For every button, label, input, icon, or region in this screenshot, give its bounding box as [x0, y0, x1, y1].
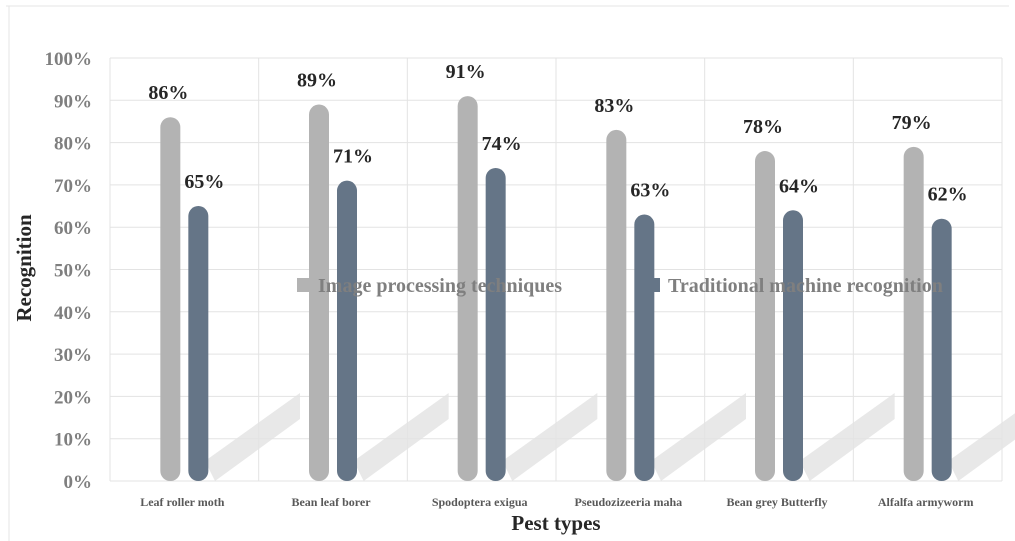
- shadow-stripe: [651, 393, 746, 481]
- y-tick-label: 20%: [54, 387, 92, 408]
- y-axis-title: Recognition: [12, 214, 36, 322]
- y-tick-label: 100%: [45, 49, 93, 70]
- data-label: 74%: [482, 133, 522, 155]
- bars: [160, 96, 952, 482]
- shadow-stripe: [205, 393, 300, 481]
- y-tick-label: 10%: [54, 430, 92, 451]
- y-tick-label: 50%: [54, 261, 92, 282]
- legend-label-traditional-machine: Traditional machine recognition: [668, 275, 943, 297]
- x-tick-label: Bean grey Butterfly: [726, 495, 827, 509]
- data-label: 83%: [594, 95, 634, 117]
- shadow-stripe: [948, 413, 1015, 481]
- data-label: 79%: [892, 112, 932, 134]
- data-label: 86%: [148, 82, 188, 104]
- background-shadows: [205, 393, 1015, 481]
- x-tick-label: Spodoptera exigua: [432, 495, 528, 509]
- y-tick-label: 80%: [54, 134, 92, 155]
- x-axis-ticks: Leaf roller moth Bean leaf borer Spodopter…: [140, 495, 973, 509]
- x-axis-title: Pest types: [511, 511, 600, 535]
- bar: [931, 218, 952, 482]
- shadow-stripe: [502, 393, 598, 481]
- bar: [309, 104, 329, 481]
- bar: [188, 206, 209, 482]
- y-tick-label: 40%: [54, 303, 92, 324]
- legend-swatch-image-processing: [297, 278, 310, 292]
- data-label: 62%: [928, 184, 968, 206]
- y-axis-ticks: 0% 10% 20% 30% 40% 50% 60% 70% 80% 90% 100%: [45, 49, 93, 493]
- bar: [337, 180, 357, 482]
- bar: [634, 214, 655, 481]
- shadow-stripe: [799, 393, 895, 481]
- data-label: 63%: [630, 180, 670, 202]
- x-tick-label: Leaf roller moth: [140, 495, 225, 509]
- legend-label-image-processing: Image processing techniques: [318, 275, 562, 297]
- data-label: 89%: [297, 70, 337, 92]
- data-label: 78%: [743, 116, 783, 138]
- gridlines: [109, 57, 1003, 482]
- legend-swatch-traditional-machine: [647, 278, 660, 292]
- bar: [755, 151, 775, 481]
- legend: Image processing techniques Traditional …: [297, 275, 943, 297]
- data-label: 64%: [779, 175, 819, 197]
- bar: [160, 117, 181, 481]
- x-tick-label: Bean leaf borer: [291, 495, 371, 509]
- bar: [903, 146, 924, 481]
- data-label: 71%: [333, 146, 373, 168]
- bar: [606, 129, 627, 481]
- x-tick-label: Alfalfa armyworm: [878, 495, 974, 509]
- bar: [485, 167, 506, 482]
- shadow-stripe: [353, 393, 449, 481]
- bar: [783, 210, 803, 481]
- bar: [457, 96, 478, 481]
- x-tick-label: Pseudozizeeria maha: [575, 495, 683, 509]
- data-label: 65%: [184, 171, 224, 193]
- data-labels: 86% 89% 91% 83% 78% 79% 65% 71% 74% 63% 64% 62%: [148, 61, 967, 206]
- y-tick-label: 30%: [54, 345, 92, 366]
- y-tick-label: 0%: [64, 472, 93, 493]
- y-tick-label: 90%: [54, 91, 92, 112]
- data-label: 91%: [446, 61, 486, 83]
- y-tick-label: 70%: [54, 176, 92, 197]
- y-tick-label: 60%: [54, 218, 92, 239]
